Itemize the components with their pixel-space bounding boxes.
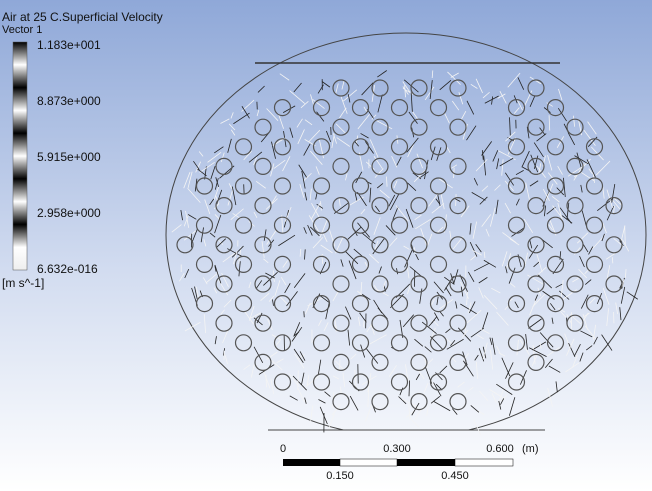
velocity-vector [625,226,626,245]
title: Air at 25 C.Superficial Velocity [2,10,163,24]
scale-segment [283,459,340,466]
scale-segment [455,459,513,466]
velocity-vector [612,257,613,263]
scale-label: 0.600 [486,443,514,455]
scale-label: 0 [280,443,286,455]
legend-label: 8.873e+000 [37,94,101,108]
viewport: Air at 25 C.Superficial Velocity Vector … [0,0,652,491]
legend-unit: [m s^-1] [2,276,44,290]
scale-label: 0.300 [383,443,411,455]
page: Air at 25 C.Superficial Velocity Vector … [0,0,652,491]
background [0,0,652,491]
scale-unit: (m) [522,443,539,455]
legend-label: 6.632e-016 [37,262,98,276]
scale-label: 0.450 [441,470,469,482]
subtitle: Vector 1 [2,24,42,36]
legend-label: 5.915e+000 [37,150,101,164]
legend-label: 1.183e+001 [37,38,101,52]
scale-segment [397,459,455,466]
legend-label: 2.958e+000 [37,206,101,220]
scale-label: 0.150 [326,470,354,482]
scale-segment [340,459,397,466]
color-bar [13,42,27,270]
